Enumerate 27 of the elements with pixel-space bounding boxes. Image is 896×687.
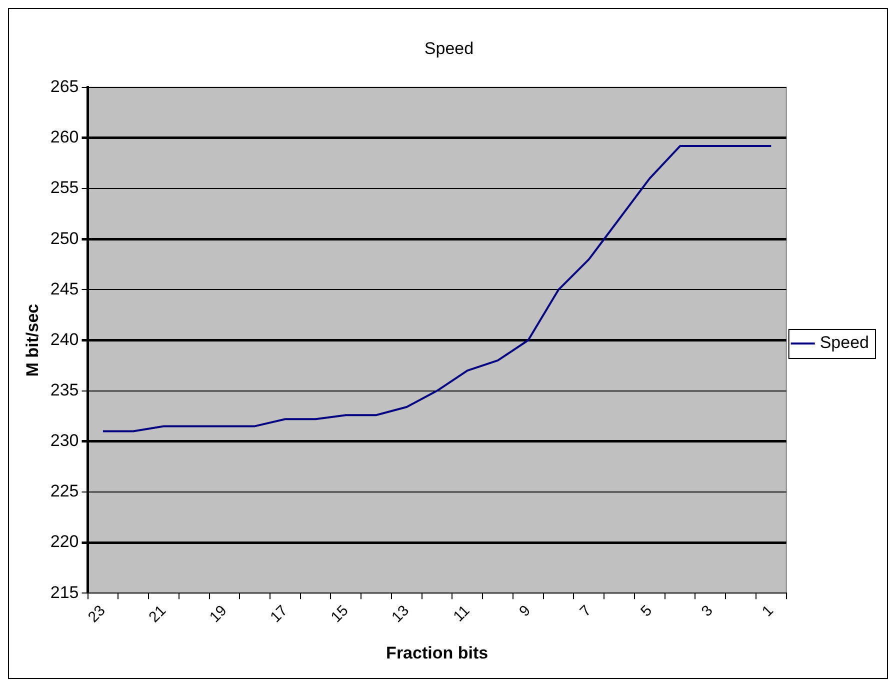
x-tick-label: 19 bbox=[206, 602, 230, 626]
y-tick-label: 250 bbox=[50, 228, 79, 248]
y-tick-label: 220 bbox=[50, 532, 79, 552]
y-tick-label: 245 bbox=[50, 279, 79, 298]
x-tick-label: 5 bbox=[638, 602, 656, 620]
y-tick-label: 240 bbox=[50, 330, 79, 349]
x-axis-title: Fraction bits bbox=[386, 643, 488, 662]
x-tick-label: 17 bbox=[267, 602, 291, 626]
chart-title: Speed bbox=[424, 38, 474, 58]
legend-label: Speed bbox=[820, 333, 870, 352]
y-tick-label: 265 bbox=[50, 77, 79, 96]
x-tick-label: 21 bbox=[146, 602, 170, 626]
y-tick-label: 255 bbox=[50, 178, 79, 198]
y-tick-label: 225 bbox=[50, 482, 79, 501]
x-tick-label: 15 bbox=[328, 602, 352, 626]
x-tick-label: 11 bbox=[450, 602, 474, 626]
y-tick-label: 230 bbox=[50, 431, 79, 450]
y-tick-label: 235 bbox=[50, 380, 79, 400]
x-tick-label: 1 bbox=[758, 602, 777, 620]
x-tick-label: 7 bbox=[576, 602, 595, 620]
y-tick-label: 215 bbox=[50, 582, 79, 602]
x-tick-label: 23 bbox=[84, 602, 109, 626]
y-axis-title: M bit/sec bbox=[22, 304, 42, 377]
x-tick-label: 9 bbox=[516, 602, 534, 620]
y-tick-label: 260 bbox=[50, 128, 79, 147]
x-tick-label: 13 bbox=[388, 602, 412, 626]
x-tick-label: 3 bbox=[698, 602, 716, 620]
